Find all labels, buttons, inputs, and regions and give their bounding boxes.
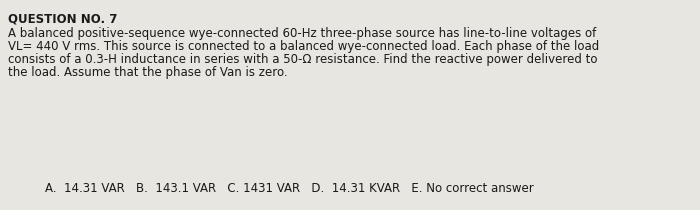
Text: the load. Assume that the phase of Van is zero.: the load. Assume that the phase of Van i… [8, 66, 288, 79]
Text: A.  14.31 VAR   B.  143.1 VAR   C. 1431 VAR   D.  14.31 KVAR   E. No correct ans: A. 14.31 VAR B. 143.1 VAR C. 1431 VAR D.… [45, 182, 533, 195]
Text: QUESTION NO. 7: QUESTION NO. 7 [8, 12, 118, 25]
Text: A balanced positive-sequence wye-connected 60-Hz three-phase source has line-to-: A balanced positive-sequence wye-connect… [8, 27, 596, 40]
Text: consists of a 0.3-H inductance in series with a 50-Ω resistance. Find the reacti: consists of a 0.3-H inductance in series… [8, 53, 598, 66]
Text: VL= 440 V rms. This source is connected to a balanced wye-connected load. Each p: VL= 440 V rms. This source is connected … [8, 40, 599, 53]
